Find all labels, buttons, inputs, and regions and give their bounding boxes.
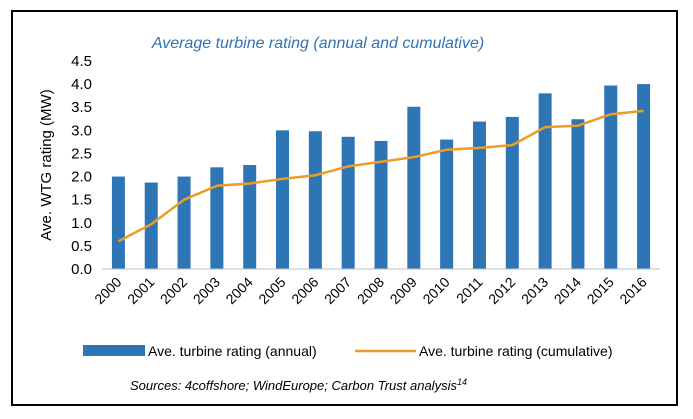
bar [177,176,191,269]
x-tick-label: 2015 [584,274,617,307]
y-tick-label: 4.5 [71,53,92,70]
x-tick-label: 2012 [485,274,518,307]
legend-label-annual: Ave. turbine rating (annual) [148,343,317,359]
cumulative-line-group [117,109,644,243]
x-tick-label: 2003 [190,274,223,307]
source-note-text: Sources: 4coffshore; WindEurope; Carbon … [130,378,457,393]
legend: Ave. turbine rating (annual) Ave. turbin… [83,343,613,359]
cumulative-line [117,109,644,243]
x-tick-label: 2016 [616,274,649,307]
x-tick-label: 2005 [255,274,288,307]
x-axis-ticks: 2000 2001 2002 2003 2004 2005 2006 2007 2008 2009… [91,274,650,307]
x-tick-label: 2001 [124,274,157,307]
chart-title: Average turbine rating (annual and cumul… [151,35,484,52]
x-tick-label: 2009 [387,274,420,307]
x-tick-label: 2014 [551,274,584,307]
bar [341,136,355,269]
bar [407,106,421,269]
bar [604,85,618,270]
source-note-superscript: 14 [457,377,467,387]
y-tick-label: 1.0 [71,215,92,232]
bar [505,116,519,269]
bar [440,139,454,269]
bar [111,176,125,269]
y-tick-label: 0.0 [71,261,92,278]
y-tick-label: 1.5 [71,192,92,209]
x-tick-label: 2010 [419,274,452,307]
bar [144,182,158,269]
y-tick-label: 0.5 [71,238,92,255]
y-tick-label: 3.0 [71,122,92,139]
x-tick-label: 2013 [518,274,551,307]
legend-label-cumulative: Ave. turbine rating (cumulative) [419,343,613,359]
bar [538,93,552,269]
bar [637,84,651,269]
x-tick-label: 2011 [453,274,486,307]
x-tick-label: 2000 [91,274,124,307]
source-note: Sources: 4coffshore; WindEurope; Carbon … [130,377,467,393]
y-axis-ticks: 0.0 0.5 1.0 1.5 2.0 2.5 3.0 3.5 4.0 4.5 [71,53,92,278]
x-tick-label: 2008 [354,274,387,307]
legend-swatch-annual [83,345,145,356]
bar [243,165,257,269]
bar [374,140,388,269]
bar [571,119,585,270]
x-tick-label: 2007 [321,274,354,307]
y-tick-label: 3.5 [71,99,92,116]
y-tick-label: 4.0 [71,76,92,93]
bar [472,121,486,269]
bar [276,130,290,269]
annual-bars [111,84,651,270]
bar [210,167,224,269]
x-tick-label: 2002 [157,274,190,307]
bar [308,131,322,269]
y-tick-label: 2.5 [71,145,92,162]
x-tick-label: 2004 [222,274,255,307]
y-axis-label: Ave. WTG rating (MW) [38,89,55,240]
y-tick-label: 2.0 [71,169,92,186]
x-tick-label: 2006 [288,274,321,307]
